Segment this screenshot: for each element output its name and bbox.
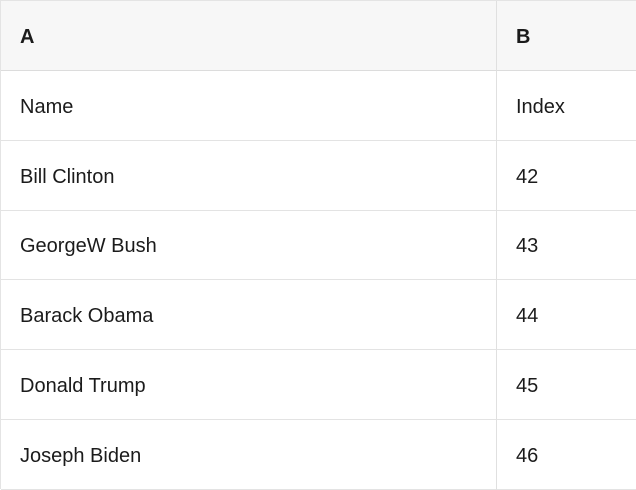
- cell-b6[interactable]: 46: [497, 420, 636, 490]
- column-header-a[interactable]: A: [1, 1, 497, 71]
- cell-a1[interactable]: Name: [1, 70, 497, 141]
- cell-a3[interactable]: GeorgeW Bush: [1, 210, 497, 281]
- column-header-b[interactable]: B: [497, 1, 636, 71]
- cell-a2[interactable]: Bill Clinton: [1, 140, 497, 211]
- cell-b5[interactable]: 45: [497, 350, 636, 421]
- cell-a6[interactable]: Joseph Biden: [1, 420, 497, 490]
- cell-b3[interactable]: 43: [497, 210, 636, 281]
- cell-a5[interactable]: Donald Trump: [1, 350, 497, 421]
- cell-b4[interactable]: 44: [497, 280, 636, 351]
- cell-b2[interactable]: 42: [497, 140, 636, 211]
- cell-a4[interactable]: Barack Obama: [1, 280, 497, 351]
- cell-b1[interactable]: Index: [497, 70, 636, 141]
